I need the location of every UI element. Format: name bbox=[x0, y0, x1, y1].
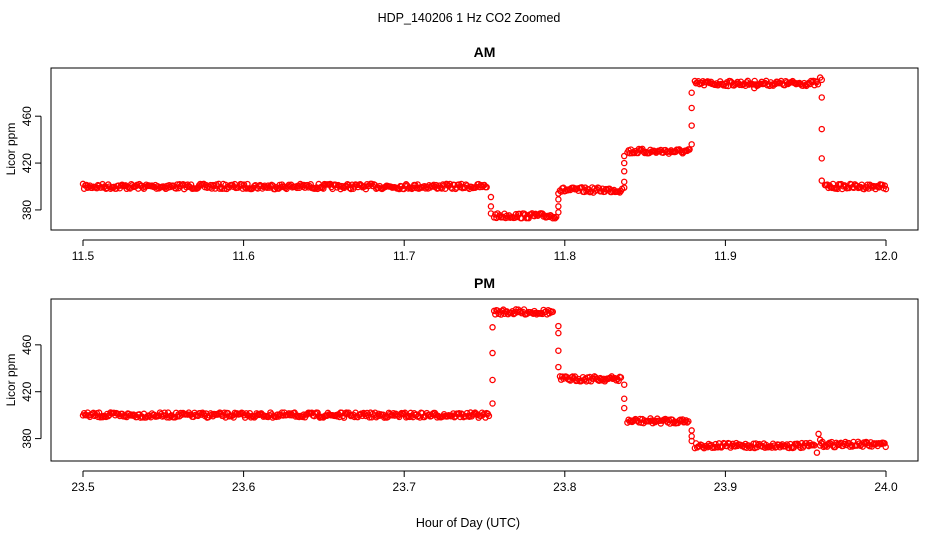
x-tick-label: 24.0 bbox=[874, 480, 898, 494]
data-point bbox=[620, 404, 628, 412]
data-point bbox=[620, 184, 628, 191]
data-point bbox=[489, 324, 496, 331]
pm-panel-title: PM bbox=[474, 275, 495, 291]
data-point bbox=[688, 122, 695, 129]
figure-title: HDP_140206 1 Hz CO2 Zoomed bbox=[378, 11, 561, 25]
plot-frame bbox=[50, 298, 919, 462]
x-axis: 11.5 11.6 11.7 11.8 11.9 12.0 bbox=[72, 239, 898, 263]
am-panel: AM 11.5 11.6 11.7 11.8 11.9 12.0 380 420 460Licor… bbox=[4, 44, 919, 263]
data-point bbox=[555, 329, 562, 337]
y-tick-label: 380 bbox=[20, 200, 34, 220]
data-point bbox=[551, 214, 559, 222]
data-point bbox=[555, 190, 562, 197]
x-tick-label: 11.5 bbox=[72, 249, 95, 263]
data-point bbox=[620, 159, 628, 167]
x-tick-label: 11.8 bbox=[554, 249, 577, 263]
x-tick-label: 12.0 bbox=[874, 249, 898, 263]
y-axis-label: Licor ppm bbox=[4, 354, 18, 407]
y-tick-label: 460 bbox=[20, 335, 34, 355]
x-tick-label: 23.7 bbox=[393, 480, 417, 494]
x-tick-label: 11.6 bbox=[232, 249, 255, 263]
data-point bbox=[487, 210, 495, 217]
data-point bbox=[864, 181, 871, 188]
data-point bbox=[881, 182, 889, 189]
data-point bbox=[683, 419, 691, 426]
data-point bbox=[688, 141, 695, 148]
data-point bbox=[688, 104, 695, 112]
data-point bbox=[620, 395, 628, 402]
x-axis-label: Hour of Day (UTC) bbox=[416, 516, 520, 530]
data-point bbox=[813, 449, 821, 456]
data-point bbox=[617, 374, 625, 381]
data-point bbox=[882, 185, 890, 193]
data-point bbox=[555, 347, 562, 354]
data-point bbox=[751, 84, 758, 92]
data-points bbox=[79, 74, 890, 222]
data-point bbox=[815, 430, 822, 438]
plot-frame bbox=[50, 67, 919, 231]
data-point bbox=[555, 209, 562, 216]
data-point bbox=[487, 193, 495, 201]
y-axis-label: Licor ppm bbox=[4, 123, 18, 176]
data-point bbox=[814, 80, 822, 88]
data-point bbox=[340, 414, 348, 421]
data-point bbox=[549, 308, 557, 316]
data-point bbox=[555, 322, 562, 330]
data-point bbox=[818, 155, 826, 162]
data-point bbox=[881, 440, 888, 447]
data-point bbox=[489, 376, 496, 384]
y-tick-label: 460 bbox=[20, 106, 34, 126]
x-tick-label: 11.9 bbox=[714, 249, 737, 263]
data-point bbox=[685, 418, 692, 425]
data-point bbox=[555, 203, 562, 210]
data-point bbox=[620, 152, 628, 160]
pm-panel: PM 23.5 23.6 23.7 23.8 23.9 24.0 380 420 460Licor… bbox=[4, 275, 919, 494]
data-point bbox=[688, 427, 695, 434]
x-tick-label: 23.9 bbox=[714, 480, 738, 494]
data-point bbox=[818, 125, 826, 133]
data-point bbox=[688, 437, 695, 445]
data-point bbox=[818, 177, 826, 184]
data-point bbox=[555, 196, 562, 203]
data-point bbox=[686, 146, 693, 153]
am-panel-title: AM bbox=[474, 44, 496, 60]
data-point bbox=[620, 168, 628, 175]
data-point bbox=[497, 311, 505, 318]
y-tick-label: 420 bbox=[20, 381, 34, 401]
x-axis: 23.5 23.6 23.7 23.8 23.9 24.0 bbox=[71, 470, 898, 494]
data-point bbox=[620, 178, 628, 186]
data-point bbox=[485, 412, 493, 420]
data-point bbox=[487, 203, 495, 210]
y-tick-label: 420 bbox=[20, 153, 34, 173]
data-point bbox=[816, 436, 824, 444]
data-point bbox=[549, 214, 557, 222]
data-point bbox=[620, 381, 628, 388]
data-point bbox=[555, 363, 562, 371]
data-point bbox=[882, 443, 889, 451]
data-point bbox=[722, 82, 730, 90]
data-point bbox=[489, 349, 496, 357]
y-tick-label: 380 bbox=[20, 428, 34, 448]
data-point bbox=[489, 400, 496, 407]
data-point bbox=[688, 89, 695, 97]
data-point bbox=[818, 94, 826, 101]
data-point bbox=[818, 76, 826, 84]
data-points bbox=[79, 306, 889, 456]
data-point bbox=[483, 183, 490, 191]
x-tick-label: 23.8 bbox=[553, 480, 577, 494]
x-tick-label: 23.5 bbox=[71, 480, 95, 494]
x-tick-label: 11.7 bbox=[393, 249, 416, 263]
x-tick-label: 23.6 bbox=[232, 480, 256, 494]
